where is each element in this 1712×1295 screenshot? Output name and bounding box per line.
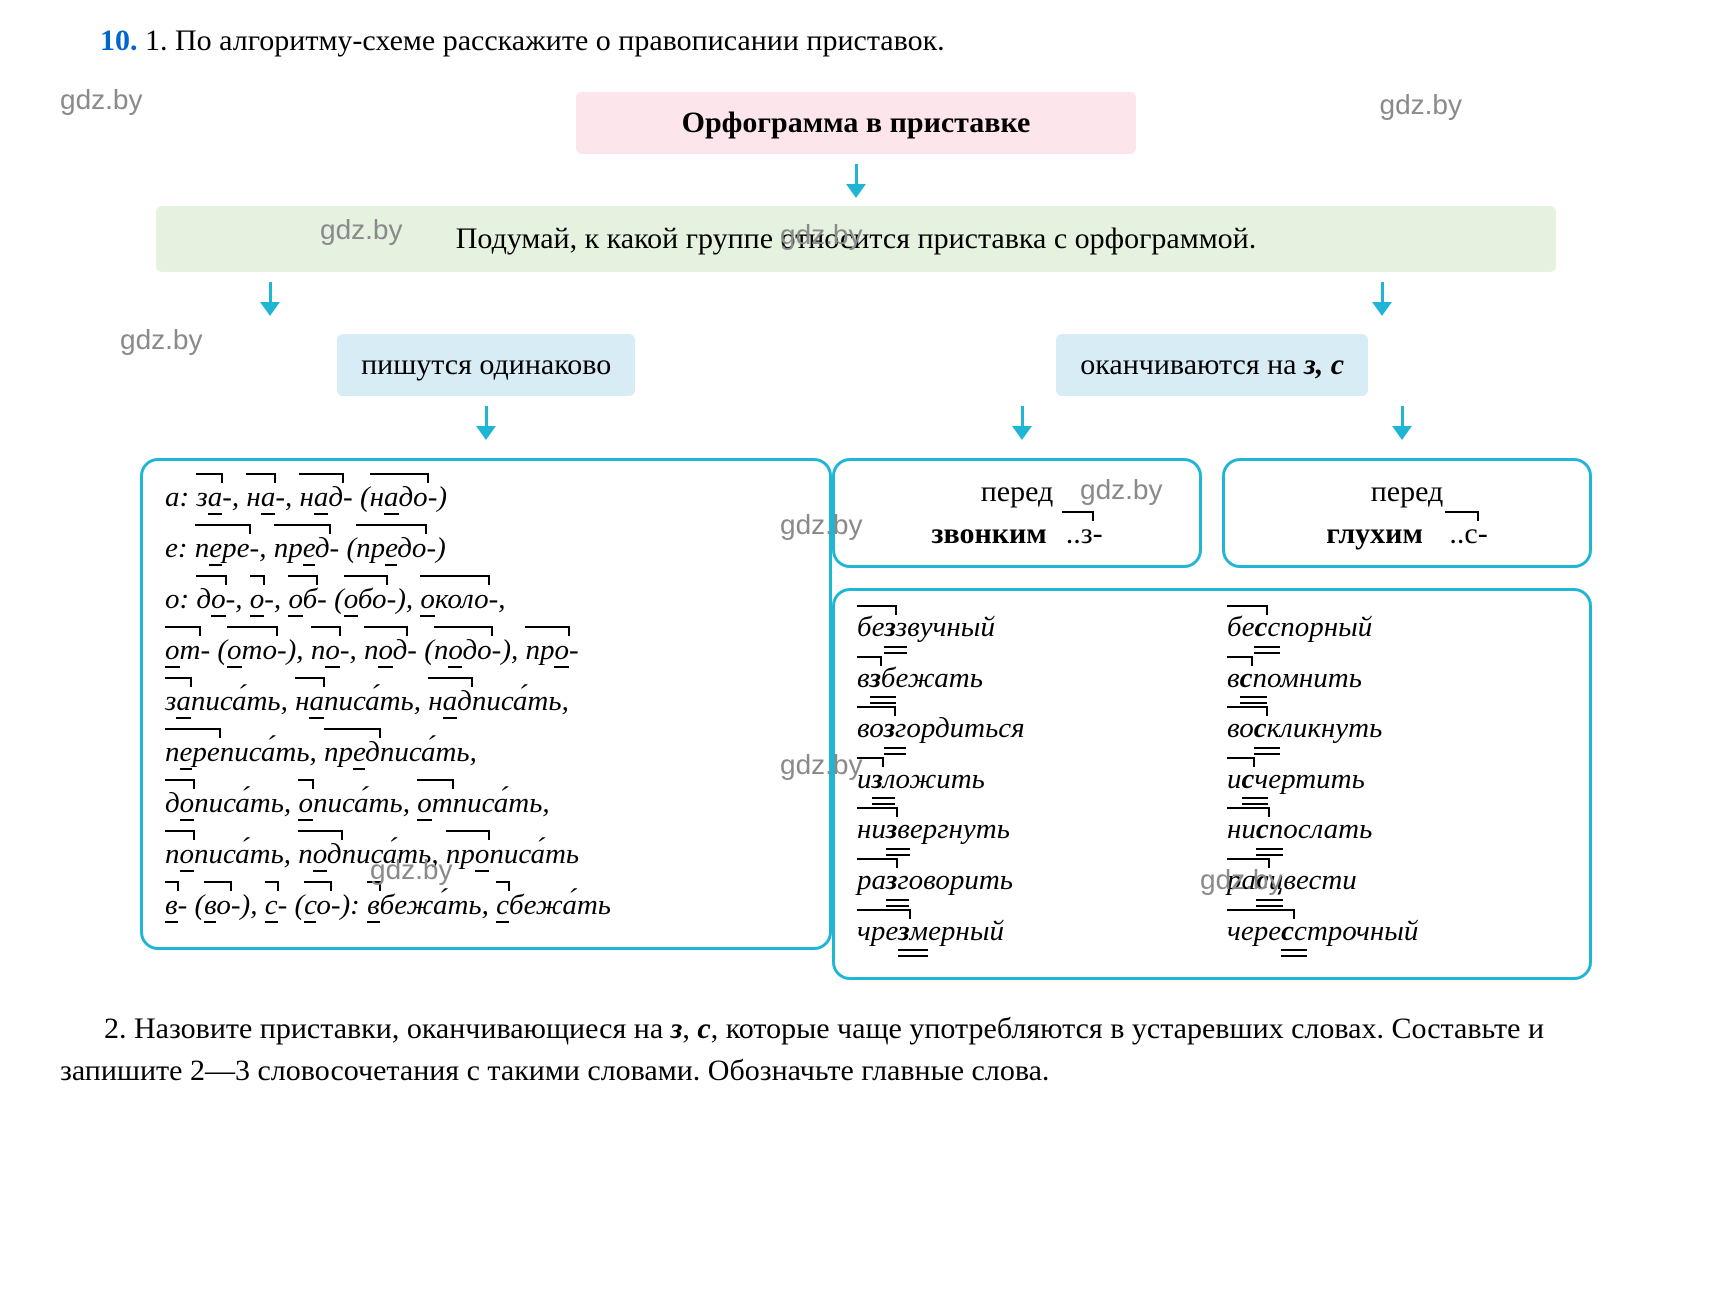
voiced-dash: - — [1093, 517, 1103, 550]
rule-before-voiced: перед звонким ..з- — [832, 458, 1202, 568]
task2-s: с — [697, 1012, 710, 1045]
example-word: ниспослать — [1227, 809, 1567, 850]
task2-number: 2. — [104, 1012, 127, 1045]
task2-comma: , — [682, 1012, 697, 1045]
exercise-number: 10. — [100, 24, 138, 57]
flowchart-diagram: Орфограмма в приставке Подумай, к какой … — [60, 92, 1652, 980]
arrow-left — [260, 282, 280, 324]
example-word: разговорить — [857, 860, 1197, 901]
voiced-label: звонким — [931, 517, 1046, 550]
example-word: изложить — [857, 759, 1197, 800]
arrow-right-z — [1012, 406, 1032, 448]
task1-text: По алгоритму-схеме расскажите о правопис… — [175, 24, 945, 57]
think-box: Подумай, к какой группе относится приста… — [156, 206, 1556, 272]
example-word: чересстрочный — [1227, 911, 1567, 952]
examples-line-4: пописа́ть, подписа́ть, прописа́ть — [165, 832, 807, 877]
arrow-left-2 — [140, 406, 832, 448]
example-word: расцвести — [1227, 860, 1567, 901]
o-label: о: — [165, 583, 189, 615]
unvoiced-dash: - — [1478, 517, 1488, 550]
right-group-z: з — [1304, 348, 1316, 381]
rule-a-line: а: за-, на-, над- (надо-) — [165, 475, 807, 520]
task2-instruction: 2. Назовите приставки, оканчивающиеся на… — [60, 1008, 1652, 1092]
task2-text-a: Назовите приставки, оканчивающиеся на — [134, 1012, 671, 1045]
right-group-prefix: оканчиваются на — [1080, 348, 1304, 381]
arrow-right-s — [1392, 406, 1412, 448]
rule-vs-line: в- (во-), с- (со-): вбежа́ть, сбежа́ть — [165, 883, 807, 928]
example-word: чрезмерный — [857, 911, 1197, 952]
task1-instruction: 10. 1. По алгоритму-схеме расскажите о п… — [60, 20, 1652, 62]
rule-o-line2: от- (ото-), по-, под- (подо-), про- — [165, 628, 807, 673]
z-column: беззвучный взбежать возгордиться изложить ни… — [857, 607, 1197, 961]
right-group-s: с — [1331, 348, 1344, 381]
before-word-z: перед — [981, 475, 1054, 508]
example-word: возгордиться — [857, 708, 1197, 749]
rule-e-line: е: пере-, пред- (предо-) — [165, 526, 807, 571]
example-word: воскликнуть — [1227, 708, 1567, 749]
s-column: бесспорный вспомнить воскликнуть исчертить н… — [1227, 607, 1567, 961]
example-word: бесспорный — [1227, 607, 1567, 648]
unvoiced-suffix: ..с — [1445, 513, 1477, 555]
example-word: исчертить — [1227, 759, 1567, 800]
right-group-label: оканчиваются на з, с — [1056, 334, 1368, 396]
rule-before-unvoiced: перед глухим ..с- — [1222, 458, 1592, 568]
example-word: вспомнить — [1227, 658, 1567, 699]
examples-line-1: записа́ть, написа́ть, надписа́ть, — [165, 679, 807, 724]
examples-line-2: переписа́ть, предписа́ть, — [165, 730, 807, 775]
examples-zs-box: беззвучный взбежать возгордиться изложить ни… — [832, 588, 1592, 980]
arrow-right — [1372, 282, 1392, 324]
title-box: Орфограмма в приставке — [576, 92, 1136, 154]
unvoiced-label: глухим — [1326, 517, 1423, 550]
rule-o-line1: о: до-, о-, об- (обо-), около-, — [165, 577, 807, 622]
example-word: беззвучный — [857, 607, 1197, 648]
left-rules-box: а: за-, на-, над- (надо-) е: пере-, пред… — [140, 458, 832, 950]
voiced-suffix: ..з — [1062, 513, 1093, 555]
task2-z: з — [671, 1012, 683, 1045]
example-word: низвергнуть — [857, 809, 1197, 850]
before-word-s: перед — [1371, 475, 1444, 508]
left-group-label: пишутся одинаково — [337, 334, 635, 396]
e-label: е: — [165, 532, 188, 564]
a-label: а: — [165, 481, 189, 513]
right-group-comma: , — [1316, 348, 1331, 381]
examples-line-3: дописа́ть, описа́ть, отписа́ть, — [165, 781, 807, 826]
task1-number: 1. — [145, 24, 168, 57]
arrow-1 — [60, 164, 1652, 206]
example-word: взбежать — [857, 658, 1197, 699]
